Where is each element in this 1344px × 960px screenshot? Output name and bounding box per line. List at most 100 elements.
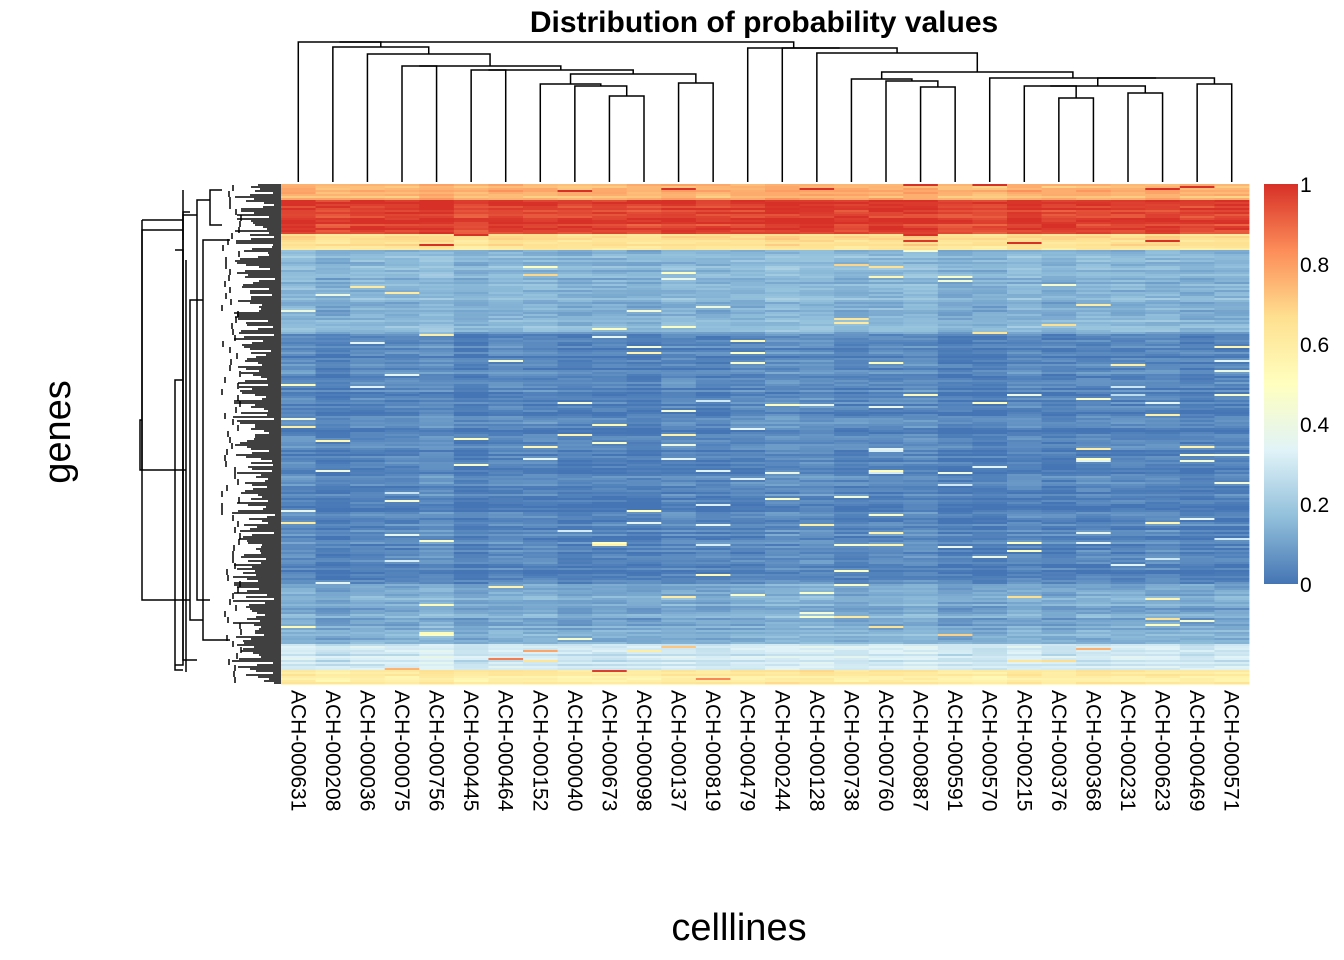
- heatmap-cell: [799, 558, 835, 561]
- heatmap-cell: [730, 286, 766, 289]
- heatmap-cell: [730, 578, 766, 581]
- heatmap-cell: [315, 206, 351, 209]
- heatmap-cell: [730, 238, 766, 241]
- heatmap-cell: [557, 490, 593, 493]
- heatmap-cell: [903, 302, 939, 305]
- heatmap-cell: [281, 246, 316, 249]
- heatmap-cell: [730, 428, 766, 431]
- heatmap-cell: [834, 540, 870, 543]
- heatmap-cell: [626, 226, 662, 229]
- heatmap-cell: [281, 566, 316, 569]
- heatmap-cell: [557, 514, 593, 517]
- heatmap-cell: [730, 576, 766, 579]
- heatmap-cell: [661, 278, 697, 281]
- heatmap-cell: [281, 540, 316, 543]
- heatmap-cell: [868, 540, 904, 543]
- heatmap-cell: [523, 304, 558, 307]
- heatmap-cell: [523, 306, 558, 309]
- heatmap-cell: [350, 392, 386, 395]
- heatmap-cell: [315, 428, 351, 431]
- heatmap-cell: [281, 352, 316, 355]
- heatmap-cell: [834, 252, 870, 255]
- heatmap-cell: [557, 524, 593, 527]
- heatmap-cell: [799, 274, 835, 277]
- heatmap-cell: [419, 440, 455, 443]
- heatmap-cell: [488, 240, 524, 243]
- heatmap-cell: [834, 446, 870, 449]
- heatmap-cell: [453, 476, 489, 479]
- heatmap-cell: [315, 646, 351, 649]
- heatmap-cell: [695, 518, 731, 521]
- heatmap-cell: [384, 624, 420, 627]
- heatmap-cell: [903, 370, 939, 373]
- heatmap-cell: [384, 470, 420, 473]
- heatmap-cell: [903, 228, 939, 231]
- heatmap-cell: [350, 616, 386, 619]
- heatmap-cell: [557, 188, 593, 191]
- heatmap-cell: [661, 262, 697, 265]
- heatmap-cell: [695, 454, 731, 457]
- heatmap-cell: [350, 380, 386, 383]
- heatmap-cell: [592, 586, 628, 589]
- heatmap-cell: [350, 384, 386, 387]
- heatmap-cell: [350, 192, 386, 195]
- heatmap-cell: [661, 516, 697, 519]
- heatmap-cell: [799, 326, 835, 329]
- heatmap-cell: [765, 218, 800, 221]
- heatmap-cell: [695, 604, 731, 607]
- heatmap-cell: [557, 370, 593, 373]
- heatmap-cell: [384, 200, 420, 203]
- heatmap-cell: [661, 224, 697, 227]
- heatmap-cell: [626, 244, 662, 247]
- heatmap-cell: [315, 332, 351, 335]
- heatmap-cell: [523, 632, 558, 635]
- heatmap-cell: [281, 386, 316, 389]
- heatmap-cell: [765, 262, 800, 265]
- heatmap-cell: [868, 192, 904, 195]
- heatmap-cell: [799, 610, 835, 613]
- heatmap-cell: [661, 628, 697, 631]
- heatmap-cell: [315, 258, 351, 261]
- heatmap-cell: [419, 418, 455, 421]
- heatmap-cell: [281, 336, 316, 339]
- heatmap-cell: [868, 346, 904, 349]
- heatmap-cell: [695, 364, 731, 367]
- heatmap-cell: [523, 228, 558, 231]
- heatmap-cell: [868, 364, 904, 367]
- heatmap-cell: [695, 470, 731, 473]
- heatmap-cell: [765, 500, 800, 503]
- heatmap-cell: [765, 350, 800, 353]
- heatmap-cell: [799, 350, 835, 353]
- heatmap-cell: [557, 340, 593, 343]
- heatmap-cell: [281, 258, 316, 261]
- heatmap-cell: [488, 512, 524, 515]
- heatmap-cell: [350, 362, 386, 365]
- heatmap-cell: [281, 228, 316, 231]
- heatmap-cell: [730, 252, 766, 255]
- heatmap-cell: [350, 308, 386, 311]
- heatmap-cell: [453, 482, 489, 485]
- heatmap-cell: [834, 520, 870, 523]
- heatmap-cell: [730, 230, 766, 233]
- heatmap-cell: [834, 432, 870, 435]
- heatmap-cell: [350, 592, 386, 595]
- heatmap-cell: [315, 342, 351, 345]
- heatmap-cell: [765, 620, 800, 623]
- heatmap-cell: [315, 480, 351, 483]
- heatmap-cell: [903, 258, 939, 261]
- heatmap-cell: [868, 622, 904, 625]
- heatmap-cell: [453, 442, 489, 445]
- heatmap-cell: [419, 426, 455, 429]
- heatmap-cell: [523, 314, 558, 317]
- heatmap-cell: [315, 210, 351, 213]
- heatmap-cell: [695, 584, 731, 587]
- heatmap-cell: [799, 238, 835, 241]
- heatmap-cell: [903, 352, 939, 355]
- heatmap-cell: [903, 400, 939, 403]
- heatmap-cell: [765, 234, 800, 237]
- heatmap-cell: [419, 586, 455, 589]
- heatmap-cell: [765, 512, 800, 515]
- heatmap-cell: [903, 246, 939, 249]
- heatmap-cell: [453, 492, 489, 495]
- heatmap-cell: [384, 456, 420, 459]
